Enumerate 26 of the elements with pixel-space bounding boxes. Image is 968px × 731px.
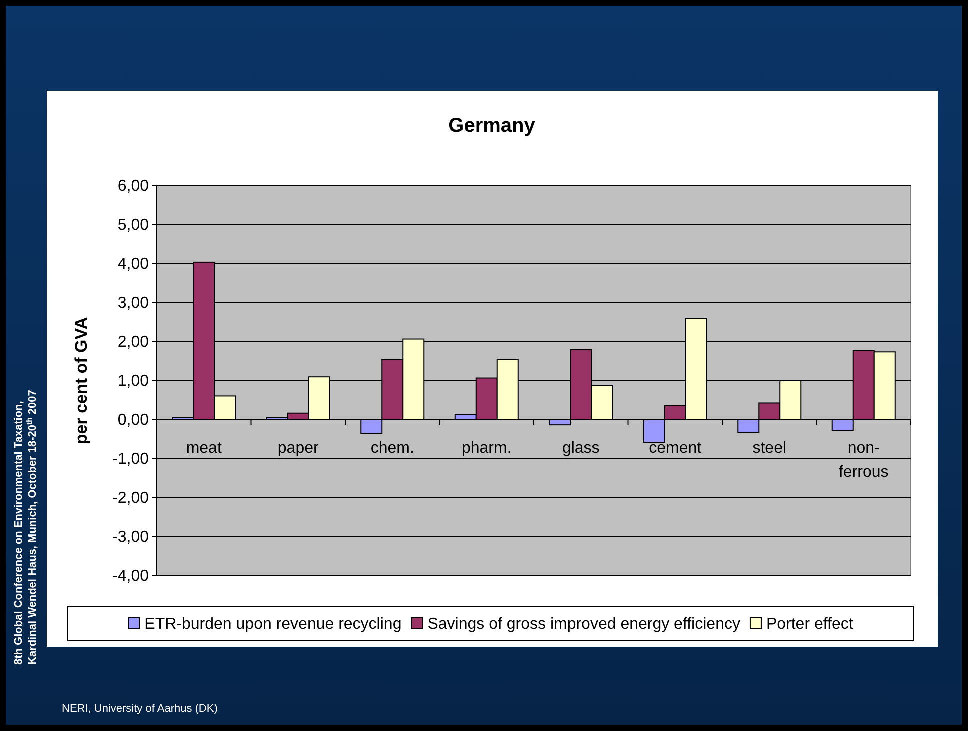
y-axis-title: per cent of GVA	[72, 317, 91, 445]
y-tick-label: -2,00	[112, 490, 150, 508]
y-tick-label: 4,00	[118, 256, 150, 274]
text: NERI, University of Aarhus (DK)	[62, 703, 218, 715]
x-tick-label: cement	[649, 440, 702, 457]
x-tick-label: steel	[752, 440, 787, 457]
y-tick-label: 2,00	[118, 334, 150, 352]
x-tick-label: paper	[278, 440, 320, 457]
x-tick-label: meat	[186, 440, 222, 457]
x-tick-label: pharm.	[462, 440, 512, 457]
x-tick-label: non-ferrous	[838, 440, 889, 481]
y-tick-label: -4,00	[112, 568, 150, 586]
y-tick-label: -1,00	[112, 451, 150, 468]
y-tick-label: 1,00	[118, 373, 150, 390]
x-tick-label: chem.	[370, 440, 414, 457]
y-tick-label: 0,00	[118, 412, 150, 430]
chart-title: Germany	[448, 115, 536, 137]
y-tick-label: -3,00	[112, 529, 150, 546]
x-tick-label: glass	[562, 440, 600, 457]
y-tick-label: 6,00	[118, 178, 150, 196]
legend-label: Porter effect	[766, 616, 854, 633]
legend-label: ETR-burden upon revenue recycling	[144, 616, 402, 633]
y-tick-label: 5,00	[118, 217, 150, 234]
y-tick-label: 3,00	[118, 295, 150, 312]
text: 8th Global Conference on Environmental Taxation,	[13, 401, 25, 665]
legend-label: Savings of gross improved energy efficiency	[428, 616, 740, 633]
